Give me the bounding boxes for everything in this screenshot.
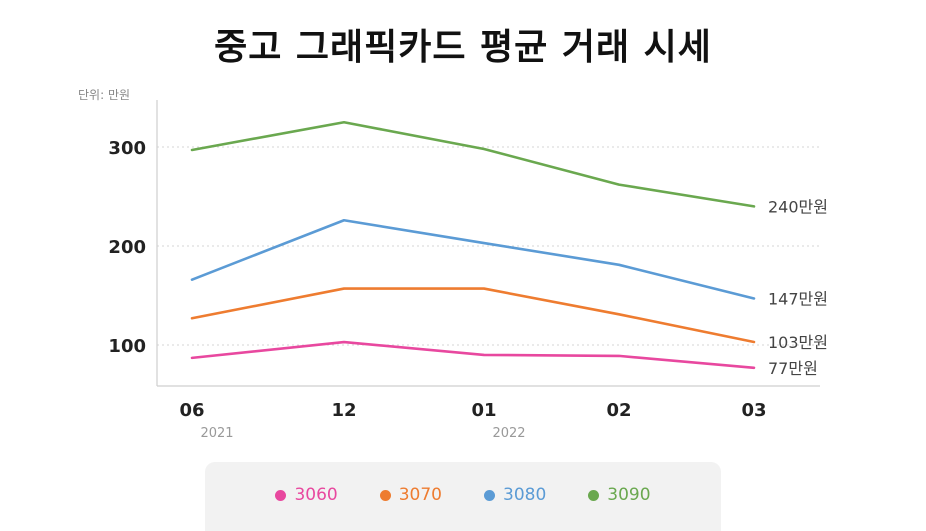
end-label-3080: 147만원 xyxy=(768,289,828,308)
line-chart: 100 200 300 06 2021 12 01 2022 02 03 77만원 103만원 147만… xyxy=(108,100,828,441)
legend-label: 3070 xyxy=(398,485,442,505)
legend-dot-icon xyxy=(484,489,495,501)
x-tick-label-02: 02 xyxy=(606,400,631,421)
series-line-3090 xyxy=(190,120,756,208)
chart-title: 중고 그래픽카드 평균 거래 시세 xyxy=(214,27,712,68)
legend: 3060 3070 3080 3090 xyxy=(205,462,721,531)
series-line-3070 xyxy=(190,287,756,344)
legend-item-3070: 3070 xyxy=(379,485,442,505)
y-tick-label-300: 300 xyxy=(108,138,146,159)
legend-label: 3090 xyxy=(607,485,651,505)
series-line-3080 xyxy=(190,218,756,300)
legend-label: 3060 xyxy=(294,485,338,505)
x-tick-label-03: 03 xyxy=(741,400,766,421)
legend-item-3090: 3090 xyxy=(588,485,651,505)
legend-label: 3080 xyxy=(503,485,547,505)
end-label-3060: 77만원 xyxy=(768,359,818,378)
x-year-label-2022: 2022 xyxy=(492,426,525,441)
legend-item-3060: 3060 xyxy=(275,485,338,505)
legend-dot-icon xyxy=(275,489,287,501)
legend-dot-icon xyxy=(379,489,391,501)
end-label-3070: 103만원 xyxy=(768,333,828,352)
x-tick-label-12: 12 xyxy=(331,400,356,421)
labels: 100 200 300 06 2021 12 01 2022 02 03 77만원 103만원 147만… xyxy=(108,138,828,441)
y-tick-label-200: 200 xyxy=(108,237,146,258)
legend-dot-icon xyxy=(588,489,600,501)
y-tick-label-100: 100 xyxy=(108,336,146,357)
axes xyxy=(156,100,820,387)
x-tick-label-06: 06 xyxy=(179,400,204,421)
series-line-3060 xyxy=(190,340,756,370)
legend-item-3080: 3080 xyxy=(484,485,546,505)
series-lines xyxy=(190,120,756,370)
x-tick-label-01: 01 xyxy=(471,400,496,421)
unit-label: 단위: 만원 xyxy=(78,88,131,102)
gridlines xyxy=(157,146,820,346)
x-year-label-2021: 2021 xyxy=(200,426,233,441)
end-label-3090: 240만원 xyxy=(768,197,828,216)
